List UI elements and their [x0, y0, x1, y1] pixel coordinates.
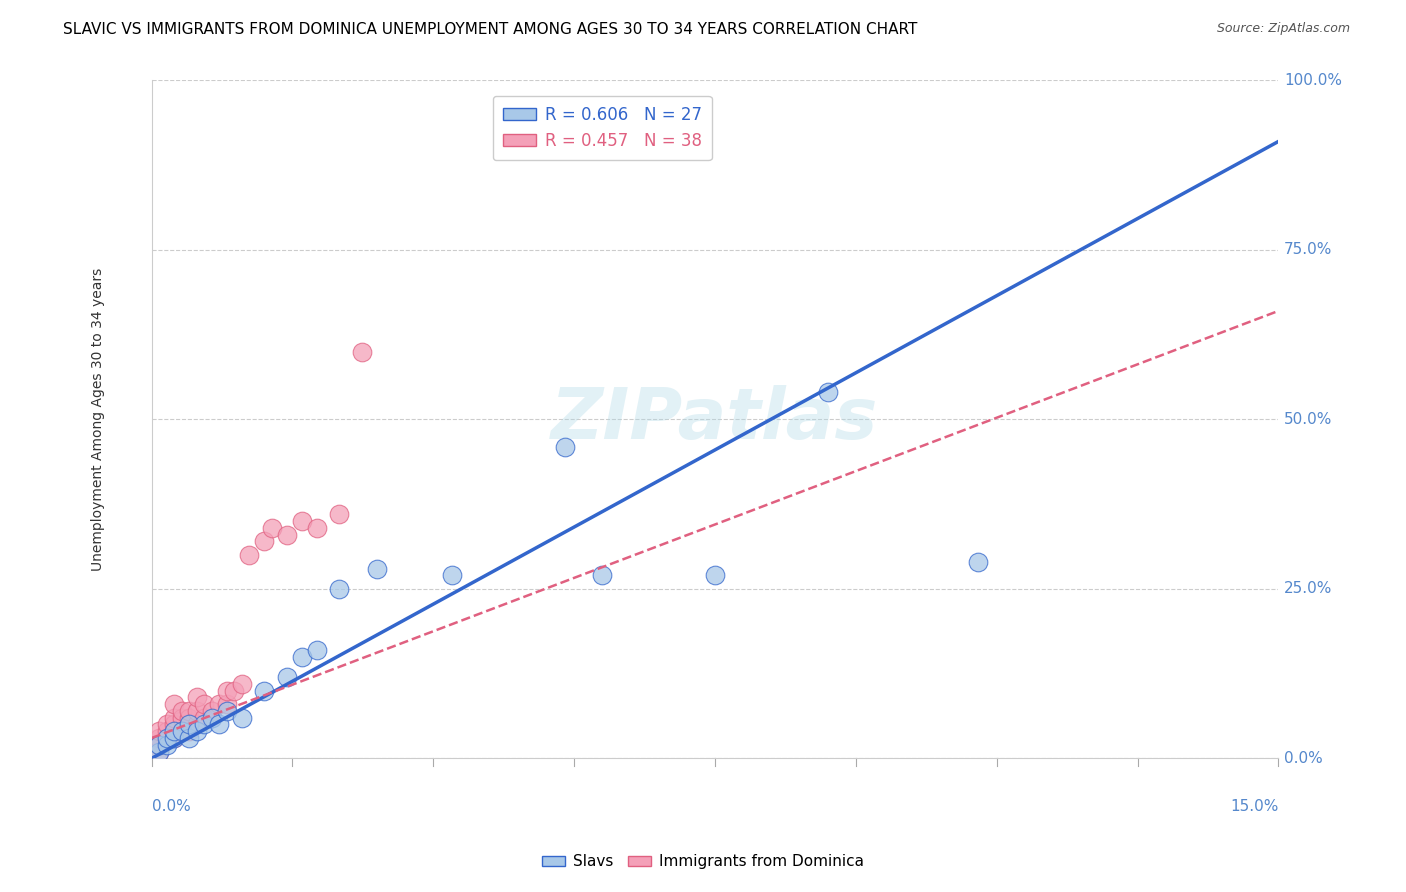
Point [163, 697, 186, 711]
Point [148, 745, 170, 759]
Point [156, 738, 179, 752]
Point [156, 724, 179, 739]
Point [253, 534, 276, 549]
Point [305, 521, 328, 535]
Text: Source: ZipAtlas.com: Source: ZipAtlas.com [1216, 22, 1350, 36]
Point [163, 717, 186, 731]
Point [186, 690, 208, 705]
Point [208, 697, 231, 711]
Point [238, 548, 260, 562]
Point [186, 724, 208, 739]
Point [193, 717, 215, 731]
Point [170, 724, 193, 739]
Point [366, 561, 388, 575]
Point [591, 568, 613, 582]
Legend: Slavs, Immigrants from Dominica: Slavs, Immigrants from Dominica [536, 848, 870, 875]
Point [276, 527, 298, 541]
Point [215, 704, 238, 718]
Point [554, 440, 576, 454]
Text: 50.0%: 50.0% [1284, 412, 1333, 427]
Point [163, 731, 186, 745]
Point [156, 731, 179, 745]
Text: 25.0%: 25.0% [1284, 582, 1333, 597]
Legend: R = 0.606   N = 27, R = 0.457   N = 38: R = 0.606 N = 27, R = 0.457 N = 38 [494, 95, 711, 160]
Point [328, 508, 350, 522]
Point [441, 568, 464, 582]
Point [253, 683, 276, 698]
Point [163, 731, 186, 745]
Point [148, 738, 170, 752]
Point [291, 514, 314, 528]
Point [328, 582, 350, 596]
Point [224, 683, 246, 698]
Point [704, 568, 727, 582]
Point [215, 683, 238, 698]
Point [148, 745, 170, 759]
Point [208, 717, 231, 731]
Text: 0.0%: 0.0% [152, 799, 190, 814]
Point [179, 711, 201, 725]
Point [260, 521, 283, 535]
Point [215, 697, 238, 711]
Point [291, 649, 314, 664]
Point [186, 717, 208, 731]
Point [170, 711, 193, 725]
Point [231, 677, 253, 691]
Text: Unemployment Among Ages 30 to 34 years: Unemployment Among Ages 30 to 34 years [90, 268, 104, 571]
Point [148, 731, 170, 745]
Text: 15.0%: 15.0% [1230, 799, 1278, 814]
Point [163, 711, 186, 725]
Point [276, 670, 298, 684]
Point [170, 704, 193, 718]
Point [967, 555, 990, 569]
Text: 75.0%: 75.0% [1284, 243, 1333, 258]
Point [148, 724, 170, 739]
Text: 100.0%: 100.0% [1284, 73, 1341, 88]
Point [156, 731, 179, 745]
Point [148, 738, 170, 752]
Point [193, 711, 215, 725]
Point [163, 724, 186, 739]
Point [156, 717, 179, 731]
Point [201, 711, 224, 725]
Text: SLAVIC VS IMMIGRANTS FROM DOMINICA UNEMPLOYMENT AMONG AGES 30 TO 34 YEARS CORREL: SLAVIC VS IMMIGRANTS FROM DOMINICA UNEMP… [63, 22, 918, 37]
Point [170, 724, 193, 739]
Point [231, 711, 253, 725]
Point [186, 704, 208, 718]
Point [201, 704, 224, 718]
Point [179, 717, 201, 731]
Point [179, 731, 201, 745]
Text: ZIPatlas: ZIPatlas [551, 385, 879, 454]
Text: 0.0%: 0.0% [1284, 751, 1323, 766]
Point [817, 385, 839, 400]
Point [163, 724, 186, 739]
Point [179, 724, 201, 739]
Point [179, 717, 201, 731]
Point [193, 697, 215, 711]
Point [179, 704, 201, 718]
Point [305, 643, 328, 657]
Point [350, 344, 373, 359]
